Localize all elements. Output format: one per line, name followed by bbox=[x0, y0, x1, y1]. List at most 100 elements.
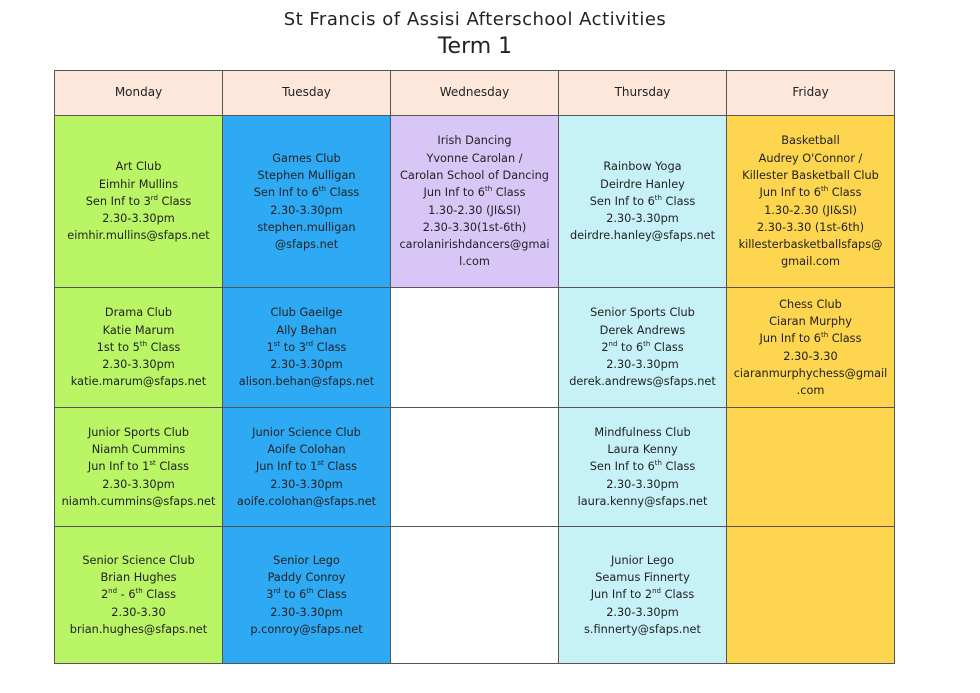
timetable: Monday Tuesday Wednesday Thursday Friday… bbox=[54, 70, 895, 664]
text-part: Sen Inf to 3 bbox=[85, 194, 151, 208]
empty-cell-friday bbox=[726, 407, 895, 527]
activity-detail: brian.hughes@sfaps.net bbox=[56, 621, 222, 638]
activity-detail: carolanirishdancers@gmai bbox=[392, 236, 558, 253]
text-part: ciaranmurphychess@gmail bbox=[733, 366, 888, 380]
text-part: Ally Behan bbox=[276, 323, 337, 337]
document-title: St Francis of Assisi Afterschool Activit… bbox=[283, 9, 667, 30]
text-part: Jun Inf to 1 bbox=[87, 460, 150, 474]
ordinal-suffix: nd bbox=[108, 587, 118, 596]
activity-name: Drama Club bbox=[56, 304, 222, 321]
text-part: Senior Science Club bbox=[82, 553, 195, 567]
ordinal-suffix: st bbox=[149, 459, 156, 468]
text-part: 2.30-3.30pm bbox=[606, 212, 679, 226]
activity-detail: Killester Basketball Club bbox=[728, 167, 894, 184]
text-part: 2.30-3.30pm bbox=[270, 477, 343, 491]
activity-detail: katie.marum@sfaps.net bbox=[56, 373, 222, 390]
text-part: Sen Inf to 6 bbox=[589, 194, 655, 208]
text-part: Brian Hughes bbox=[100, 571, 177, 585]
text-part: 2.30-3.30pm bbox=[102, 358, 175, 372]
activity-detail: 2.30-3.30 bbox=[56, 604, 222, 621]
day-friday: Friday bbox=[726, 70, 895, 116]
activity-detail: 2.30-3.30 (1st-6th) bbox=[728, 219, 894, 236]
activity-detail: Jun Inf to 1st Class bbox=[56, 458, 222, 475]
activity-detail: p.conroy@sfaps.net bbox=[224, 621, 390, 638]
activity-name: Rainbow Yoga bbox=[560, 158, 726, 175]
activity-detail: Sen Inf to 6th Class bbox=[560, 458, 726, 475]
text-part: p.conroy@sfaps.net bbox=[250, 622, 363, 636]
ordinal-suffix: th bbox=[654, 459, 662, 468]
activity-detail: Jun Inf to 6th Class bbox=[728, 330, 894, 347]
activity-detail: Jun Inf to 6th Class bbox=[728, 184, 894, 201]
activity-detail: 2nd to 6th Class bbox=[560, 339, 726, 356]
activity-name: Club Gaeilge bbox=[224, 304, 390, 321]
activity-detail: Yvonne Carolan / bbox=[392, 150, 558, 167]
activity-cell-tuesday: Club Gaeilge Ally Behan 1st to 3rd Class 2.… bbox=[222, 287, 391, 408]
activity-detail: 1st to 3rd Class bbox=[224, 339, 390, 356]
activity-name: Senior Sports Club bbox=[560, 304, 726, 321]
text-part: Niamh Cummins bbox=[91, 443, 186, 457]
text-part: 2.30-3.30pm bbox=[270, 358, 343, 372]
text-part: deirdre.hanley@sfaps.net bbox=[569, 229, 716, 243]
text-part: derek.andrews@sfaps.net bbox=[569, 375, 716, 389]
activity-cell-thursday: Junior Lego Seamus Finnerty Jun Inf to 2nd… bbox=[558, 526, 727, 664]
text-part: katie.marum@sfaps.net bbox=[70, 375, 207, 389]
activity-detail: ciaranmurphychess@gmail bbox=[728, 365, 894, 382]
activity-cell-tuesday: Junior Science Club Aoife Colohan Jun Inf … bbox=[222, 407, 391, 527]
text-part: 3 bbox=[266, 588, 274, 602]
activity-detail: 2.30-3.30pm bbox=[56, 476, 222, 493]
text-part: 2.30-3.30pm bbox=[270, 203, 343, 217]
activity-detail: Ally Behan bbox=[224, 322, 390, 339]
timetable-row: Junior Sports Club Niamh Cummins Jun Inf t… bbox=[54, 407, 895, 527]
text-part: Chess Club bbox=[779, 297, 842, 311]
activity-name: Mindfulness Club bbox=[560, 424, 726, 441]
activity-detail: killesterbasketballsfaps@ bbox=[728, 236, 894, 253]
day-header-row: Monday Tuesday Wednesday Thursday Friday bbox=[54, 70, 895, 116]
term-heading: Term 1 bbox=[437, 34, 513, 59]
text-part: Class bbox=[147, 340, 181, 354]
activity-detail: 2.30-3.30(1st-6th) bbox=[392, 219, 558, 236]
day-monday: Monday bbox=[54, 70, 223, 116]
text-part: - 6 bbox=[117, 588, 136, 602]
text-part: Jun Inf to 6 bbox=[759, 186, 821, 200]
text-part: 2 bbox=[601, 340, 609, 354]
ordinal-suffix: st bbox=[317, 459, 324, 468]
text-part: carolanirishdancers@gmai bbox=[399, 238, 550, 252]
text-part: 2 bbox=[100, 588, 109, 602]
ordinal-suffix: th bbox=[820, 185, 829, 194]
empty-cell-friday bbox=[726, 526, 895, 664]
ordinal-suffix: nd bbox=[608, 339, 618, 348]
text-part: 1st to 5 bbox=[96, 340, 140, 354]
text-part: Paddy Conroy bbox=[267, 571, 346, 585]
activity-detail: Stephen Mulligan bbox=[224, 167, 390, 184]
text-part: Senior Sports Club bbox=[590, 306, 695, 320]
activity-detail: 2.30-3.30pm bbox=[56, 356, 222, 373]
text-part: Class bbox=[155, 460, 190, 474]
timetable-row: Drama Club Katie Marum 1st to 5th Class 2.3… bbox=[54, 287, 895, 408]
activity-name: Senior Lego bbox=[224, 552, 390, 569]
text-part: Sen Inf to 6 bbox=[589, 460, 655, 474]
text-part: Jun Inf to 2 bbox=[590, 588, 653, 602]
activity-detail: Aoife Colohan bbox=[224, 441, 390, 458]
activity-detail: @sfaps.net bbox=[224, 236, 390, 253]
activity-detail: Katie Marum bbox=[56, 322, 222, 339]
text-part: Audrey O'Connor / bbox=[758, 151, 863, 165]
text-part: 2.30-3.30pm bbox=[606, 605, 679, 619]
text-part: Class bbox=[325, 186, 360, 200]
text-part: Class bbox=[828, 332, 862, 346]
activity-detail: aoife.colohan@sfaps.net bbox=[224, 493, 390, 510]
text-part: Jun Inf to 1 bbox=[255, 460, 318, 474]
activity-cell-tuesday: Games Club Stephen Mulligan Sen Inf to 6th… bbox=[222, 115, 391, 288]
text-part: Junior Sports Club bbox=[87, 425, 190, 439]
text-part: Seamus Finnerty bbox=[595, 571, 690, 585]
ordinal-suffix: nd bbox=[652, 587, 661, 596]
text-part: 2.30-3.30pm bbox=[102, 477, 175, 491]
empty-cell-wednesday bbox=[390, 526, 559, 664]
activity-cell-monday: Junior Sports Club Niamh Cummins Jun Inf t… bbox=[54, 407, 223, 527]
text-part: Class bbox=[661, 460, 696, 474]
activity-detail: 2.30-3.30pm bbox=[224, 604, 390, 621]
text-part: Club Gaeilge bbox=[270, 306, 343, 320]
activity-detail: Carolan School of Dancing bbox=[392, 167, 558, 184]
activity-cell-monday: Art Club Eimhir Mullins Sen Inf to 3rd Cla… bbox=[54, 115, 223, 288]
text-part: 1 bbox=[266, 340, 274, 354]
text-part: Derek Andrews bbox=[599, 323, 686, 337]
